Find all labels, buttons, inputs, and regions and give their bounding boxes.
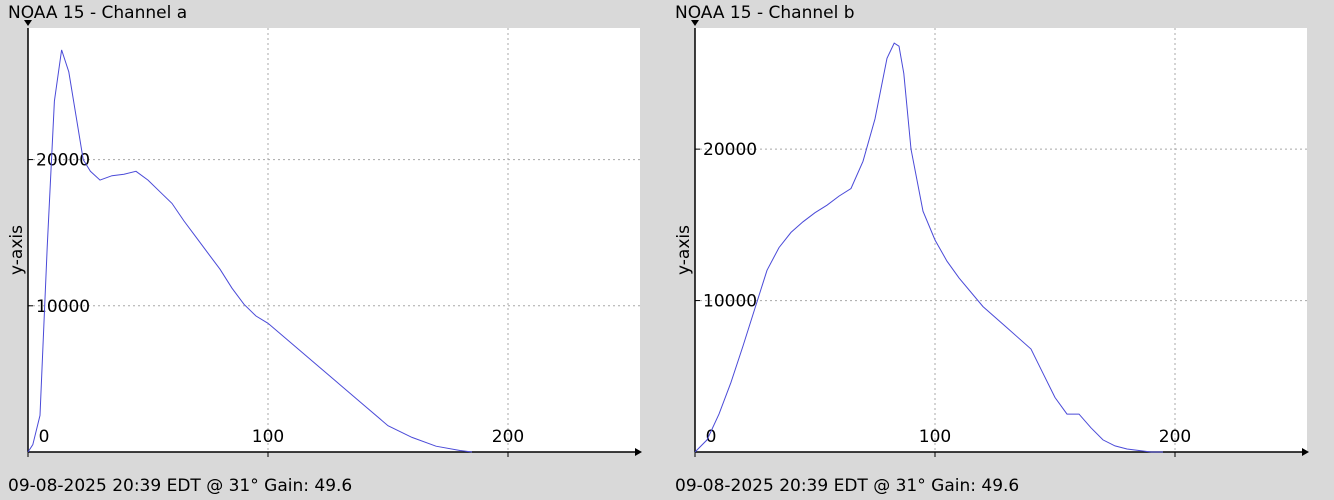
y-axis-arrow: [24, 20, 32, 26]
chart-title-b: NOAA 15 - Channel b: [675, 3, 855, 23]
y-axis-title: y-axis: [7, 225, 27, 275]
y-tick-label: 10000: [703, 292, 757, 312]
status-footer-b: 09-08-2025 20:39 EDT @ 31° Gain: 49.6: [675, 476, 1020, 496]
x-tick-label: 100: [919, 427, 951, 447]
x-tick-label: 0: [39, 427, 50, 447]
x-tick-label: 200: [492, 427, 524, 447]
x-axis-arrow: [1302, 448, 1309, 456]
plot-area-b: [695, 28, 1307, 452]
x-tick-label: 200: [1159, 427, 1191, 447]
y-axis-title: y-axis: [674, 225, 694, 275]
chart-b: 0 100 200 10000 20000 y-axis: [674, 20, 1309, 457]
y-tick-label: 10000: [36, 297, 90, 317]
chart-panel-a: 0 100 200 10000 20000 y-axis NOAA 15 - Channe…: [7, 3, 642, 496]
x-tick-label: 100: [252, 427, 284, 447]
y-tick-label: 20000: [36, 151, 90, 171]
status-footer-a: 09-08-2025 20:39 EDT @ 31° Gain: 49.6: [8, 476, 353, 496]
series-line-b: [694, 42, 1163, 453]
plot-area-a: [28, 28, 640, 452]
x-axis-arrow: [635, 448, 642, 456]
series-line-a: [27, 49, 473, 453]
y-tick-label: 20000: [703, 140, 757, 160]
chart-title-a: NOAA 15 - Channel a: [8, 3, 188, 23]
x-tick-label: 0: [706, 427, 717, 447]
chart-panel-b: 0 100 200 10000 20000 y-axis NOAA 15 - Channe…: [667, 0, 1334, 500]
chart-a: 0 100 200 10000 20000 y-axis: [7, 20, 642, 457]
y-axis-arrow: [691, 20, 699, 26]
